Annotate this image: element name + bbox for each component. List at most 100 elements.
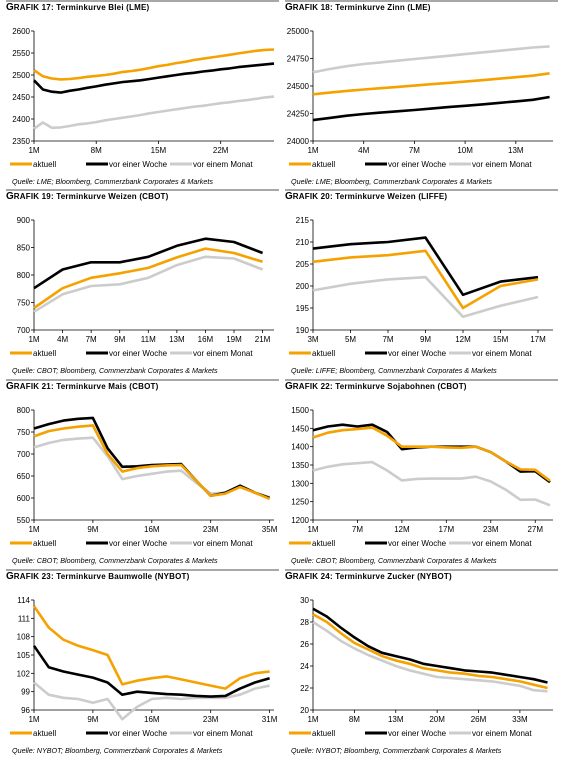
x-tick-label: 22M <box>213 146 229 155</box>
y-tick-label: 25000 <box>287 27 310 36</box>
x-tick-label: 1M <box>307 146 318 155</box>
series-line-current <box>312 249 539 310</box>
legend-label-current: aktuell <box>312 539 335 548</box>
y-tick-label: 205 <box>296 260 310 269</box>
y-tick-label: 1350 <box>291 461 309 470</box>
y-tick-label: 24500 <box>287 82 310 91</box>
y-tick-label: 700 <box>17 450 31 459</box>
series-line-month <box>33 255 264 313</box>
y-tick-label: 2600 <box>12 27 30 36</box>
x-tick-label: 5M <box>345 335 356 344</box>
y-tick-label: 30 <box>300 596 309 605</box>
x-tick-label: 23M <box>483 525 499 534</box>
chart-panel-24: GRAFIK 24: Terminkurve Zucker (NYBOT) 20 2… <box>285 569 558 759</box>
y-tick-label: 650 <box>17 472 31 481</box>
series-line-month <box>33 95 275 130</box>
x-tick-label: 16M <box>144 715 160 724</box>
y-tick-label: 96 <box>21 706 30 715</box>
series-line-week <box>312 607 548 684</box>
legend-label-week: vor einer Woche <box>388 729 447 738</box>
legend-label-month: vor einem Monat <box>472 539 532 548</box>
x-tick-label: 9M <box>87 715 98 724</box>
series-line-month <box>312 275 539 319</box>
series-line-month <box>312 620 548 693</box>
series-line-current <box>33 424 271 501</box>
legend-label-month: vor einem Monat <box>472 729 532 738</box>
x-tick-label: 27M <box>527 525 543 534</box>
chart-panel-17: GRAFIK 17: Terminkurve Blei (LME) 2350 240… <box>6 0 279 190</box>
chart-source: Quelle: CBOT; Bloomberg, Commerzbank Cor… <box>291 556 497 565</box>
legend-label-current: aktuell <box>312 349 335 358</box>
x-tick-label: 8M <box>349 715 360 724</box>
x-tick-label: 15M <box>493 335 509 344</box>
x-tick-label: 11M <box>141 335 156 344</box>
x-tick-label: 7M <box>409 146 420 155</box>
y-tick-label: 1250 <box>291 498 309 507</box>
y-tick-label: 1400 <box>291 443 309 452</box>
chart-source: Quelle: NYBOT; Bloomberg, Commerzbank Co… <box>12 746 223 755</box>
x-tick-label: 1M <box>28 715 39 724</box>
x-tick-label: 33M <box>512 715 528 724</box>
legend-label-current: aktuell <box>312 729 335 738</box>
section-rule <box>285 189 558 191</box>
line-chart: 2350 2400 2450 2500 2550 2600 1M 8M 15M 22M aktuel… <box>10 27 275 169</box>
chart-title: GRAFIK 21: Terminkurve Mais (CBOT) <box>6 381 159 392</box>
chart-source: Quelle: LME; Bloomberg, Commerzbank Corp… <box>291 177 492 186</box>
series-line-month <box>312 460 551 507</box>
x-tick-label: 13M <box>388 715 404 724</box>
x-tick-label: 1M <box>28 146 39 155</box>
y-tick-label: 114 <box>17 596 30 605</box>
series-line-month <box>312 45 550 74</box>
legend-label-month: vor einem Monat <box>472 160 532 169</box>
y-tick-label: 24750 <box>287 55 310 64</box>
x-tick-label: 26M <box>471 715 487 724</box>
legend-label-current: aktuell <box>33 539 56 548</box>
x-tick-label: 4M <box>57 335 68 344</box>
y-tick-label: 195 <box>296 304 310 313</box>
section-rule <box>6 0 279 2</box>
line-chart: 20 22 24 26 28 30 1M 8M 13M 20M 26M 33M aktuell vor e… <box>289 596 553 738</box>
x-tick-label: 13M <box>508 146 524 155</box>
x-tick-label: 1M <box>307 525 318 534</box>
y-tick-label: 1500 <box>291 406 309 415</box>
legend-label-month: vor einem Monat <box>193 729 253 738</box>
line-chart: 96 99 102 105 108 111 114 1M 9M 16M 23M 31M aktuell v… <box>10 596 278 738</box>
chart-source: Quelle: LIFFE; Bloomberg, Commerzbank Co… <box>291 366 497 375</box>
legend-label-week: vor einer Woche <box>109 539 168 548</box>
line-chart: 24000 24250 24500 24750 25000 1M 4M 7M 10M 13M akt… <box>287 27 553 169</box>
x-tick-label: 8M <box>91 146 102 155</box>
chart-title: GRAFIK 24: Terminkurve Zucker (NYBOT) <box>285 571 452 582</box>
x-tick-label: 17M <box>530 335 546 344</box>
x-tick-label: 16M <box>198 335 214 344</box>
legend-label-current: aktuell <box>33 729 56 738</box>
y-tick-label: 2550 <box>12 49 30 58</box>
y-tick-label: 105 <box>17 651 31 660</box>
y-tick-label: 99 <box>21 688 30 697</box>
x-tick-label: 16M <box>144 525 160 534</box>
chart-source: Quelle: CBOT; Bloomberg, Commerzbank Cor… <box>12 556 218 565</box>
line-chart: 550 600 650 700 750 800 1M 9M 16M 23M 35M aktuell vo… <box>10 406 278 548</box>
legend-label-week: vor einer Woche <box>109 160 168 169</box>
x-tick-label: 20M <box>429 715 445 724</box>
chart-title: GRAFIK 18: Terminkurve Zinn (LME) <box>285 2 431 13</box>
x-tick-label: 7M <box>382 335 393 344</box>
x-tick-label: 10M <box>457 146 473 155</box>
y-tick-label: 550 <box>17 516 31 525</box>
y-tick-label: 900 <box>17 216 31 225</box>
y-tick-label: 1200 <box>291 516 309 525</box>
section-rule <box>285 0 558 2</box>
chart-title: GRAFIK 19: Terminkurve Weizen (CBOT) <box>6 191 169 202</box>
section-rule <box>6 379 279 381</box>
x-tick-label: 23M <box>203 525 219 534</box>
y-tick-label: 750 <box>17 299 31 308</box>
x-tick-label: 1M <box>307 715 318 724</box>
series-line-current <box>312 426 551 482</box>
y-tick-label: 2500 <box>12 71 30 80</box>
x-tick-label: 9M <box>87 525 98 534</box>
y-tick-label: 210 <box>296 238 310 247</box>
y-tick-label: 24250 <box>287 110 310 119</box>
x-tick-label: 7M <box>352 525 363 534</box>
x-tick-label: 13M <box>169 335 185 344</box>
x-tick-label: 12M <box>394 525 410 534</box>
x-tick-label: 1M <box>28 525 39 534</box>
